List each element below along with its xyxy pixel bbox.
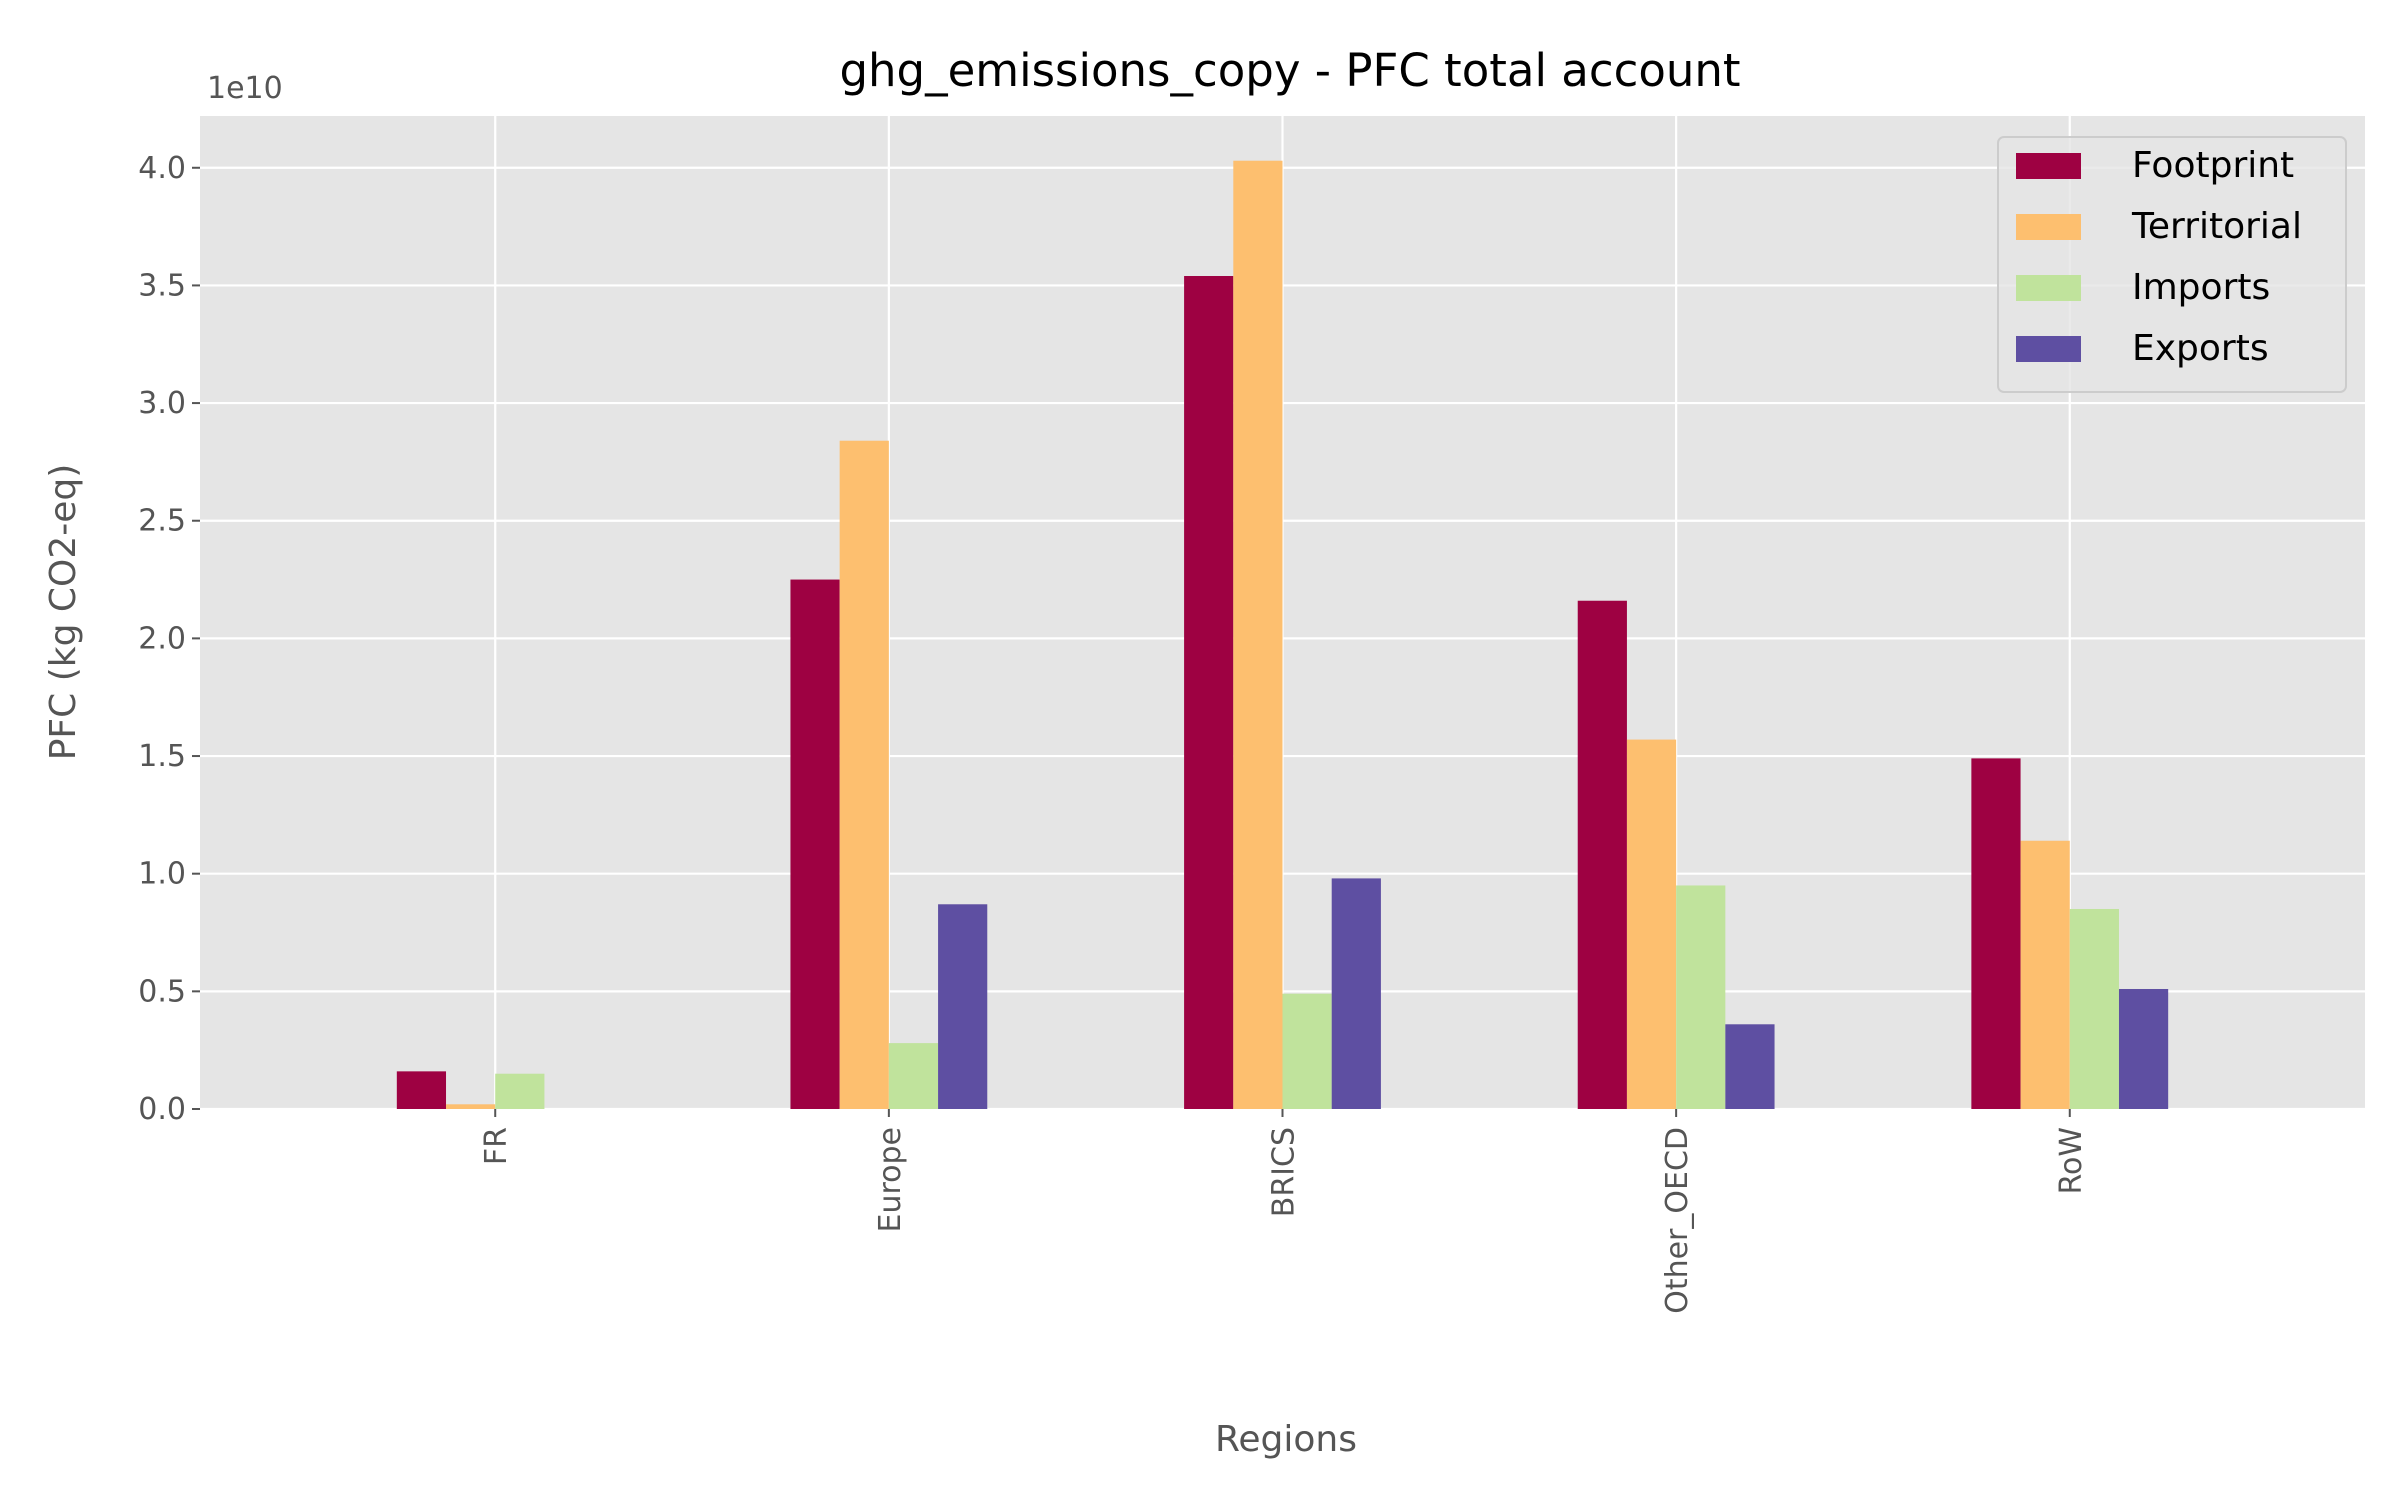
- bar-imports-brics: [1282, 993, 1332, 1109]
- legend-label-imports: Imports: [2132, 267, 2270, 308]
- bar-territorial-fr: [446, 1104, 496, 1109]
- y-tick-label: 4.0: [138, 151, 186, 186]
- legend-swatch-footprint: [2016, 153, 2081, 179]
- bar-exports-row: [2118, 988, 2169, 1109]
- bar-footprint-other_oecd: [1577, 600, 1627, 1109]
- bar-territorial-row: [2020, 840, 2070, 1109]
- legend-label-footprint: Footprint: [2132, 145, 2294, 186]
- bar-footprint-europe: [790, 579, 840, 1109]
- bar-imports-europe: [888, 1043, 939, 1109]
- y-axis-offset-label: 1e10: [207, 71, 283, 106]
- legend-swatch-territorial: [2016, 214, 2081, 240]
- legend-swatch-imports: [2016, 275, 2081, 301]
- chart-title: ghg_emissions_copy - PFC total account: [839, 44, 1740, 97]
- y-tick-label: 1.5: [138, 739, 186, 774]
- legend-label-exports: Exports: [2132, 328, 2269, 369]
- bars: [396, 160, 2169, 1110]
- legend-box: [1997, 136, 2347, 393]
- bar-footprint-fr: [396, 1071, 447, 1109]
- y-tick-label: 3.5: [138, 268, 186, 303]
- legend-swatch-exports: [2016, 336, 2081, 362]
- y-tick-label: 1.0: [138, 857, 186, 892]
- x-tick-label: Europe: [873, 1127, 908, 1233]
- bar-exports-europe: [938, 904, 988, 1109]
- x-axis-label: Regions: [1215, 1419, 1357, 1460]
- bar-imports-other_oecd: [1676, 885, 1726, 1109]
- y-tick-label: 0.0: [138, 1092, 186, 1127]
- y-tick-label: 2.0: [138, 621, 186, 656]
- y-axis-label: PFC (kg CO2-eq): [43, 464, 84, 761]
- bar-imports-row: [2069, 908, 2119, 1109]
- y-tick-label: 3.0: [138, 386, 186, 421]
- x-tick-label: BRICS: [1267, 1127, 1302, 1217]
- x-axis-ticks: FR Europe BRICS Other_OECD RoW: [479, 1109, 2089, 1314]
- bar-footprint-brics: [1184, 276, 1234, 1109]
- x-tick-label: Other_OECD: [1660, 1127, 1695, 1314]
- bar-exports-brics: [1331, 878, 1381, 1109]
- bar-footprint-row: [1971, 758, 2021, 1109]
- y-axis-ticks: 0.0 0.5 1.0 1.5 2.0 2.5 3.0 3.5 4.0: [138, 151, 200, 1127]
- bar-territorial-brics: [1233, 160, 1283, 1110]
- y-tick-label: 0.5: [138, 974, 186, 1009]
- bar-territorial-other_oecd: [1626, 739, 1677, 1109]
- y-tick-label: 2.5: [138, 504, 186, 539]
- x-tick-label: FR: [479, 1127, 514, 1165]
- bar-territorial-europe: [839, 440, 889, 1110]
- legend: Footprint Territorial Imports Exports: [1997, 136, 2347, 393]
- legend-label-territorial: Territorial: [2131, 206, 2302, 247]
- bar-exports-other_oecd: [1725, 1024, 1775, 1109]
- bar-imports-fr: [495, 1073, 545, 1109]
- x-tick-label: RoW: [2054, 1127, 2089, 1195]
